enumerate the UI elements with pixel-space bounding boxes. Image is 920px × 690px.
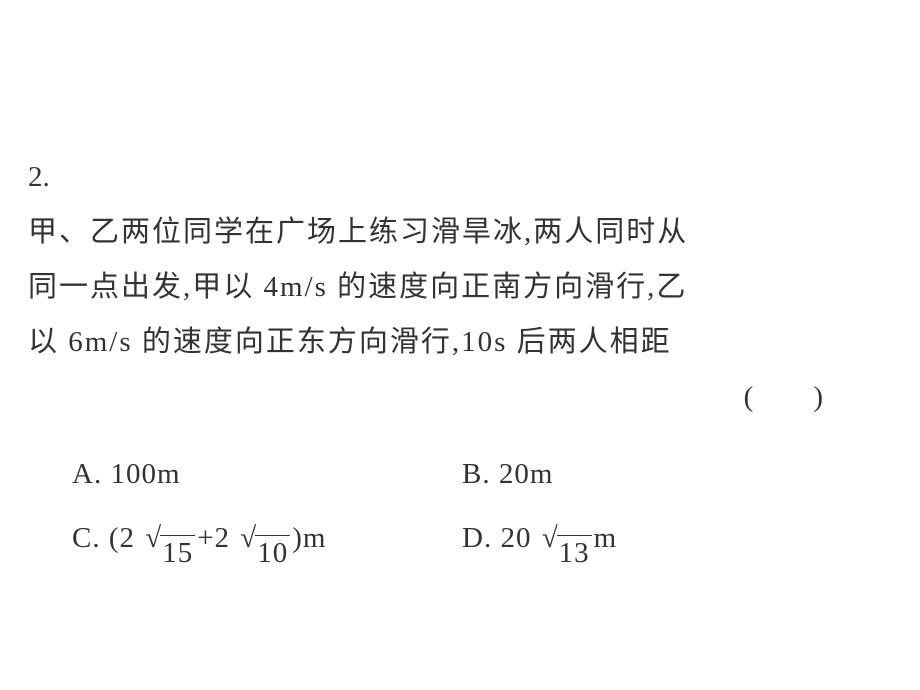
- option-c: C. (2 √ 15 +2 √ 10 )m: [72, 507, 462, 571]
- stem-line-1: 甲、乙两位同学在广场上练习滑旱冰,两人同时从: [28, 205, 843, 260]
- option-c-plus: +2: [197, 507, 230, 571]
- sqrt-13: √ 13: [542, 507, 592, 571]
- options-row-2: C. (2 √ 15 +2 √ 10 )m D. 20: [72, 507, 892, 571]
- question-number: 2.: [28, 150, 72, 205]
- options-block: A. 100m B. 20m C. (2 √ 15 +2: [72, 443, 892, 571]
- option-b-value: 20m: [499, 443, 554, 507]
- stem-line-2: 同一点出发,甲以 4m/s 的速度向正南方向滑行,乙: [28, 260, 843, 315]
- stem-line-3: 以 6m/s 的速度向正东方向滑行,10s 后两人相距: [28, 315, 843, 370]
- options-row-1: A. 100m B. 20m: [72, 443, 892, 507]
- radicand-10: 10: [255, 535, 290, 571]
- option-d-prefix: 20: [500, 507, 531, 571]
- option-c-open: (2: [109, 507, 135, 571]
- option-a-label: A.: [72, 443, 102, 507]
- option-d-suffix: m: [594, 507, 618, 571]
- option-a-value: 100m: [110, 443, 180, 507]
- sqrt-15: √ 15: [145, 507, 195, 571]
- answer-paren: (): [28, 370, 843, 425]
- sqrt-10: √ 10: [240, 507, 290, 571]
- question-stem: 甲、乙两位同学在广场上练习滑旱冰,两人同时从 同一点出发,甲以 4m/s 的速度…: [28, 205, 843, 425]
- option-c-close: )m: [292, 507, 326, 571]
- option-d: D. 20 √ 13 m: [462, 507, 617, 571]
- option-c-label: C.: [72, 507, 101, 571]
- paren-open: (: [744, 381, 754, 413]
- radicand-15: 15: [160, 535, 195, 571]
- option-a: A. 100m: [72, 443, 462, 507]
- option-d-label: D.: [462, 507, 492, 571]
- paren-close: ): [813, 381, 823, 413]
- option-b-label: B.: [462, 443, 491, 507]
- option-b: B. 20m: [462, 443, 553, 507]
- question-block: 2. 甲、乙两位同学在广场上练习滑旱冰,两人同时从 同一点出发,甲以 4m/s …: [28, 150, 892, 571]
- radicand-13: 13: [557, 535, 592, 571]
